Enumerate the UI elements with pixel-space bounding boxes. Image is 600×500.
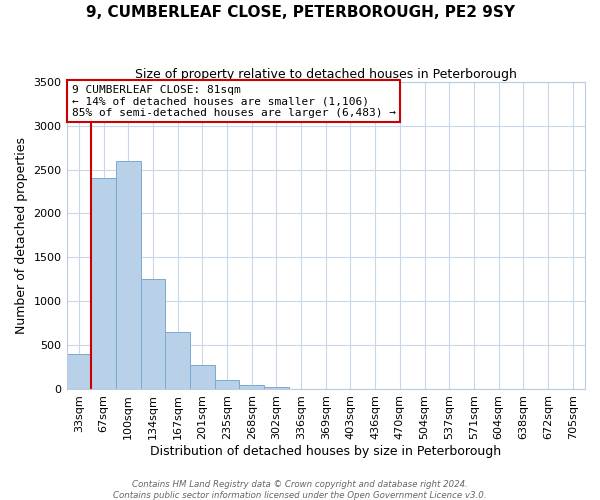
Bar xyxy=(116,160,140,389)
Bar xyxy=(264,388,289,389)
Bar xyxy=(67,354,91,389)
X-axis label: Distribution of detached houses by size in Peterborough: Distribution of detached houses by size … xyxy=(150,444,502,458)
Bar xyxy=(239,384,264,389)
Text: Contains HM Land Registry data © Crown copyright and database right 2024.
Contai: Contains HM Land Registry data © Crown c… xyxy=(113,480,487,500)
Bar xyxy=(165,332,190,389)
Text: 9 CUMBERLEAF CLOSE: 81sqm
← 14% of detached houses are smaller (1,106)
85% of se: 9 CUMBERLEAF CLOSE: 81sqm ← 14% of detac… xyxy=(72,84,396,118)
Bar xyxy=(91,178,116,389)
Bar xyxy=(140,280,165,389)
Title: Size of property relative to detached houses in Peterborough: Size of property relative to detached ho… xyxy=(135,68,517,80)
Bar xyxy=(215,380,239,389)
Bar xyxy=(190,366,215,389)
Y-axis label: Number of detached properties: Number of detached properties xyxy=(15,137,28,334)
Text: 9, CUMBERLEAF CLOSE, PETERBOROUGH, PE2 9SY: 9, CUMBERLEAF CLOSE, PETERBOROUGH, PE2 9… xyxy=(86,5,515,20)
